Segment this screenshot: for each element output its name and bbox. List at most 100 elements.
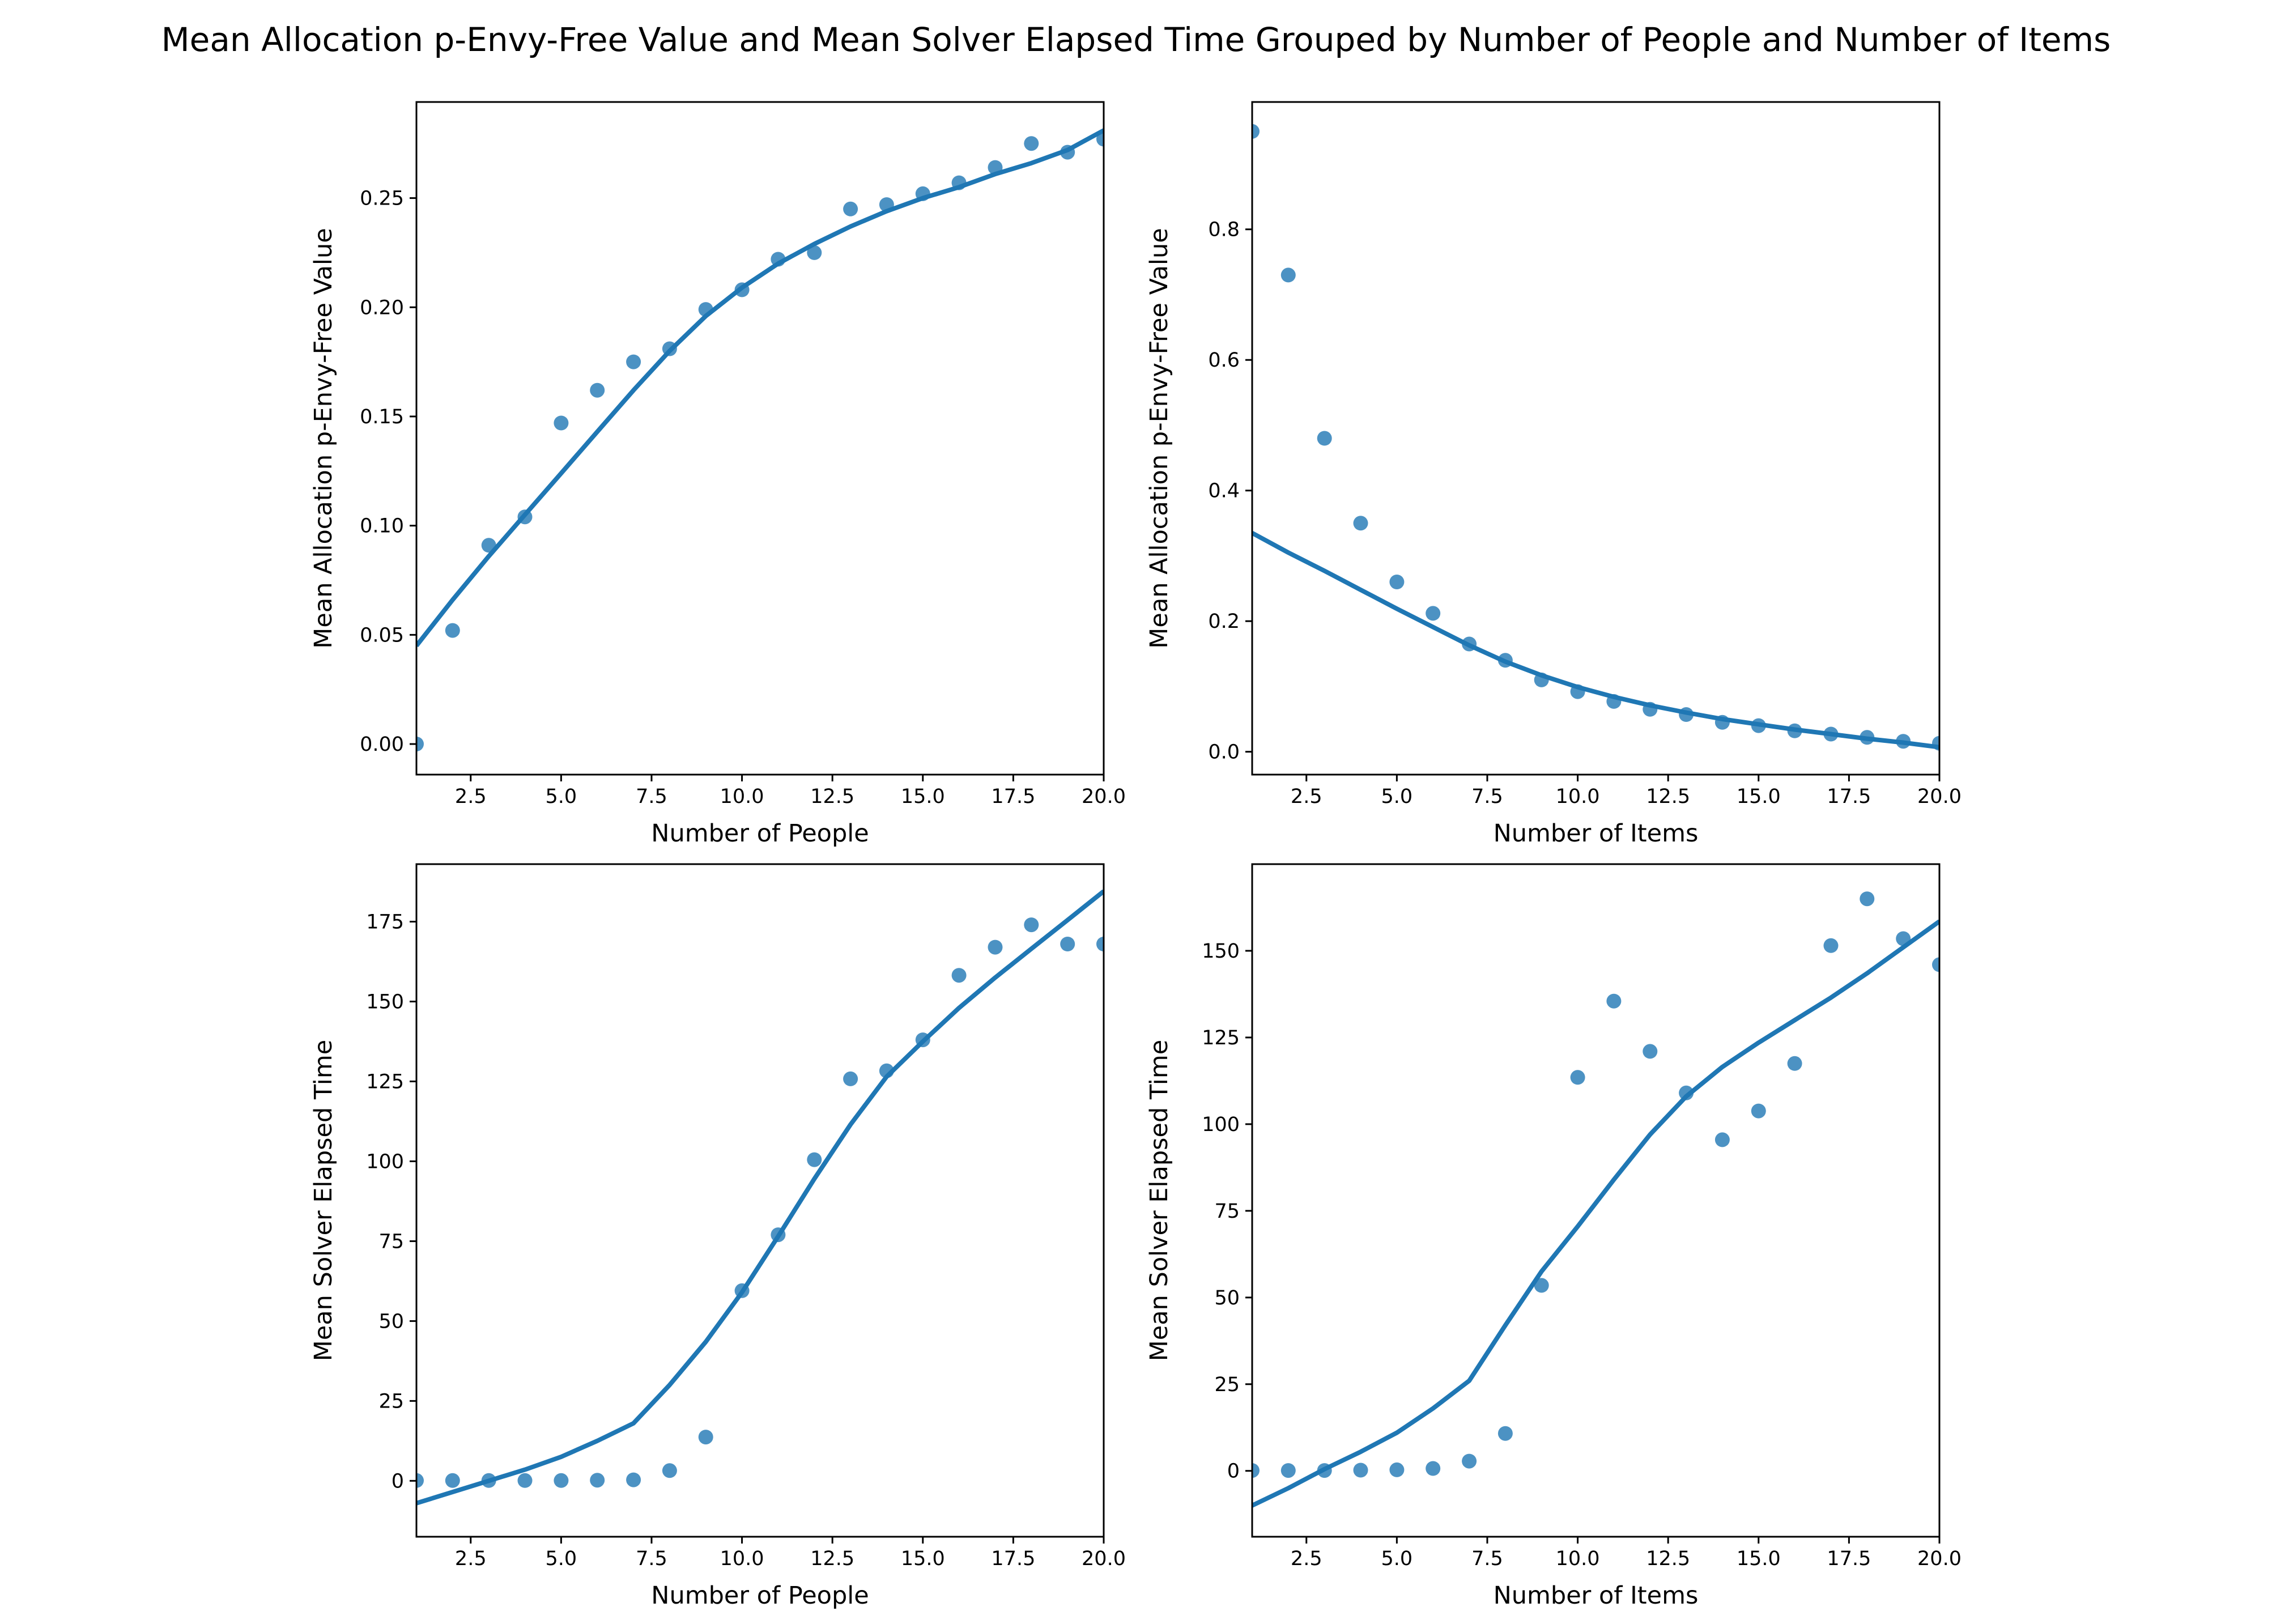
- data-point: [626, 1472, 641, 1487]
- data-point: [1389, 575, 1405, 589]
- subplot-1: 2.5 5.0 7.5 10.0 12.5 15.0 17.5 20.0 0.00 0.05 0.1…: [309, 101, 1126, 848]
- y-tick-label: 125: [1202, 1027, 1240, 1049]
- y-tick-label: 25: [1214, 1374, 1240, 1396]
- data-point: [1679, 1085, 1694, 1100]
- x-tick-label: 5.0: [1381, 785, 1413, 808]
- axes-frame: [415, 863, 1105, 1538]
- x-tick-label: 20.0: [1082, 785, 1126, 808]
- subplots: 2.5 5.0 7.5 10.0 12.5 15.0 17.5 20.00.000.050.1…: [309, 101, 1962, 1610]
- data-point: [1426, 606, 1441, 621]
- data-point: [416, 1473, 424, 1488]
- data-point: [662, 1463, 677, 1478]
- subplot-4: 2.5 5.0 7.5 10.0 12.5 15.0 17.5 20.0 0 25 50 75 100 1…: [1145, 863, 1962, 1610]
- x-tick-label: 5.0: [546, 785, 577, 808]
- data-point: [662, 341, 677, 356]
- data-point: [1462, 636, 1477, 652]
- y-tick-label: 0.20: [360, 296, 404, 319]
- data-point: [843, 1071, 858, 1086]
- data-point: [771, 1227, 786, 1243]
- data-point: [1317, 431, 1332, 446]
- x-tick-label: 2.5: [455, 1548, 487, 1570]
- y-tick-label: 0.4: [1208, 480, 1240, 503]
- data-point: [1497, 653, 1513, 668]
- x-axis-label: Number of Items: [1494, 819, 1699, 848]
- data-point: [1060, 937, 1075, 951]
- y-tick-label: 0.8: [1208, 219, 1240, 241]
- data-point: [879, 197, 894, 212]
- data-point: [1317, 1463, 1332, 1478]
- y-axis-label: Mean Solver Elapsed Time: [1145, 1040, 1173, 1361]
- data-point: [1353, 1463, 1368, 1478]
- data-point: [807, 245, 822, 260]
- y-tick-label: 100: [366, 1150, 404, 1173]
- data-point: [1643, 702, 1658, 717]
- x-tick-label: 10.0: [1556, 785, 1600, 808]
- data-point: [590, 382, 605, 398]
- subplot-2: 2.5 5.0 7.5 10.0 12.5 15.0 17.5 20.0 0.0 0.2 0.4 0.…: [1145, 101, 1962, 848]
- trend-line: [416, 128, 1104, 648]
- data-point: [590, 1473, 605, 1488]
- data-point: [1932, 957, 1939, 972]
- y-tick-label: 0.05: [360, 624, 404, 647]
- y-tick-label: 175: [366, 911, 404, 934]
- data-point: [626, 354, 641, 369]
- y-tick-label: 50: [378, 1310, 404, 1333]
- y-axis-label: Mean Allocation p-Envy-Free Value: [1145, 228, 1173, 648]
- data-point: [1823, 726, 1839, 742]
- data-point: [1462, 1453, 1477, 1469]
- x-axis-label: Number of Items: [1494, 1582, 1699, 1610]
- x-tick-label: 7.5: [1471, 785, 1503, 808]
- y-axis-label: Mean Solver Elapsed Time: [309, 1040, 338, 1361]
- data-point: [698, 1430, 713, 1445]
- data-point: [1096, 131, 1104, 147]
- data-point: [988, 160, 1003, 175]
- y-tick-label: 150: [366, 990, 404, 1013]
- trend-line: [416, 889, 1104, 1506]
- axes-frame: [415, 101, 1105, 776]
- data-point: [1679, 707, 1694, 722]
- data-point: [771, 252, 786, 267]
- y-axis-label: Mean Allocation p-Envy-Free Value: [309, 228, 338, 648]
- data-point: [1353, 516, 1368, 531]
- data-point: [1252, 124, 1260, 139]
- y-tick-label: 125: [366, 1070, 404, 1093]
- data-point: [807, 1152, 822, 1167]
- data-point: [1252, 1463, 1260, 1478]
- data-point: [1787, 1056, 1802, 1071]
- x-tick-label: 7.5: [1471, 1548, 1503, 1570]
- x-tick-label: 2.5: [1291, 1548, 1322, 1570]
- data-point: [951, 175, 967, 190]
- y-tick-label: 0.6: [1208, 349, 1240, 372]
- x-tick-label: 2.5: [1291, 785, 1322, 808]
- data-point: [1751, 1103, 1766, 1119]
- data-point: [1787, 723, 1802, 738]
- x-tick-label: 12.5: [1646, 785, 1690, 808]
- x-tick-label: 17.5: [1827, 1548, 1871, 1570]
- x-tick-label: 2.5: [455, 785, 487, 808]
- data-point: [1896, 734, 1911, 749]
- y-tick-label: 100: [1202, 1113, 1240, 1136]
- x-axis-label: Number of People: [651, 1582, 869, 1610]
- data-point: [1426, 1461, 1441, 1476]
- y-tick-label: 0: [392, 1470, 404, 1493]
- data-point: [481, 538, 496, 553]
- y-tick-label: 75: [378, 1230, 404, 1253]
- data-point: [1932, 736, 1939, 751]
- data-point: [951, 968, 967, 983]
- data-point: [554, 415, 569, 431]
- data-point: [1570, 684, 1585, 699]
- x-tick-label: 15.0: [1737, 1548, 1781, 1570]
- data-point: [734, 282, 750, 297]
- x-tick-label: 17.5: [991, 785, 1035, 808]
- y-tick-label: 0.00: [360, 733, 404, 756]
- data-point: [879, 1063, 894, 1078]
- data-point: [915, 186, 930, 201]
- data-point: [1606, 694, 1622, 709]
- x-tick-label: 15.0: [1737, 785, 1781, 808]
- data-point: [1060, 144, 1075, 160]
- data-point: [1896, 931, 1911, 946]
- x-tick-label: 12.5: [1646, 1548, 1690, 1570]
- x-tick-label: 7.5: [636, 785, 667, 808]
